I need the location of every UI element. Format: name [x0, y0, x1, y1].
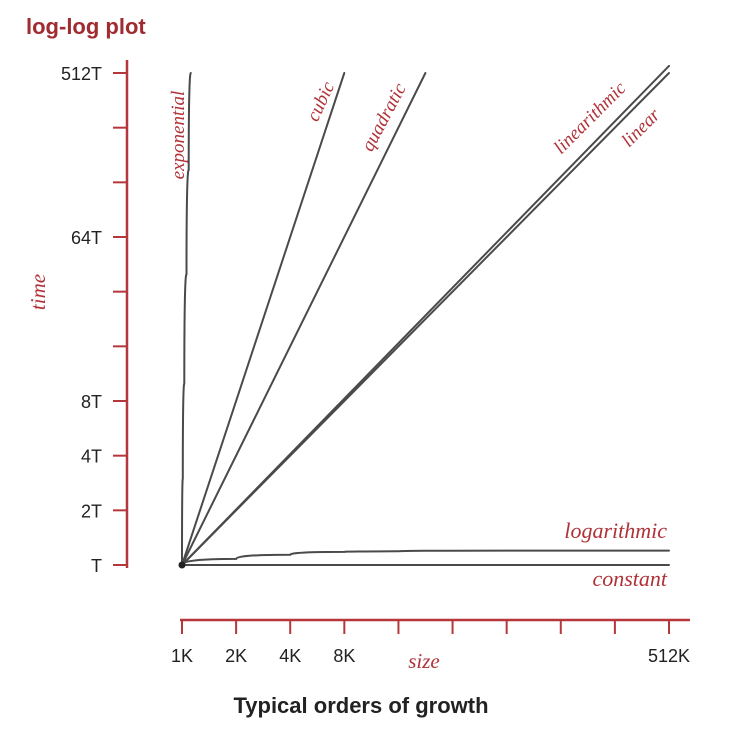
x-tick-label: 2K: [225, 646, 247, 666]
chart-title: log-log plot: [26, 14, 146, 39]
x-tick-label: 8K: [333, 646, 355, 666]
x-axis-label: size: [408, 649, 440, 673]
series-line-cubic: [181, 72, 346, 566]
y-tick-label: 512T: [61, 64, 102, 84]
y-tick-label: 64T: [71, 228, 102, 248]
series-lines: [181, 64, 670, 566]
y-axis: T 2T 4T 8T 64T 512T: [61, 60, 129, 576]
origin-point: [178, 561, 186, 569]
y-tick-label: 8T: [81, 392, 102, 412]
series-labels: constantlogarithmiclinearlinearithmicqua…: [168, 77, 668, 591]
y-tick-label: T: [91, 556, 102, 576]
x-axis: 1K 2K 4K 8K 512K: [171, 618, 690, 666]
series-label-exponential: exponential: [168, 91, 189, 180]
x-tick-label: 4K: [279, 646, 301, 666]
chart-subtitle: Typical orders of growth: [233, 693, 488, 718]
series-label-logarithmic: logarithmic: [564, 518, 667, 543]
y-tick-label: 4T: [81, 447, 102, 467]
series-line-logarithmic: [181, 549, 670, 566]
series-line-quadratic: [181, 72, 427, 566]
y-axis-label: time: [26, 274, 50, 310]
series-line-linearithmic: [181, 64, 670, 566]
x-tick-label: 512K: [648, 646, 690, 666]
series-label-constant: constant: [592, 566, 667, 591]
x-tick-label: 1K: [171, 646, 193, 666]
y-tick-label: 2T: [81, 501, 102, 521]
series-line-exponential: [181, 72, 192, 566]
